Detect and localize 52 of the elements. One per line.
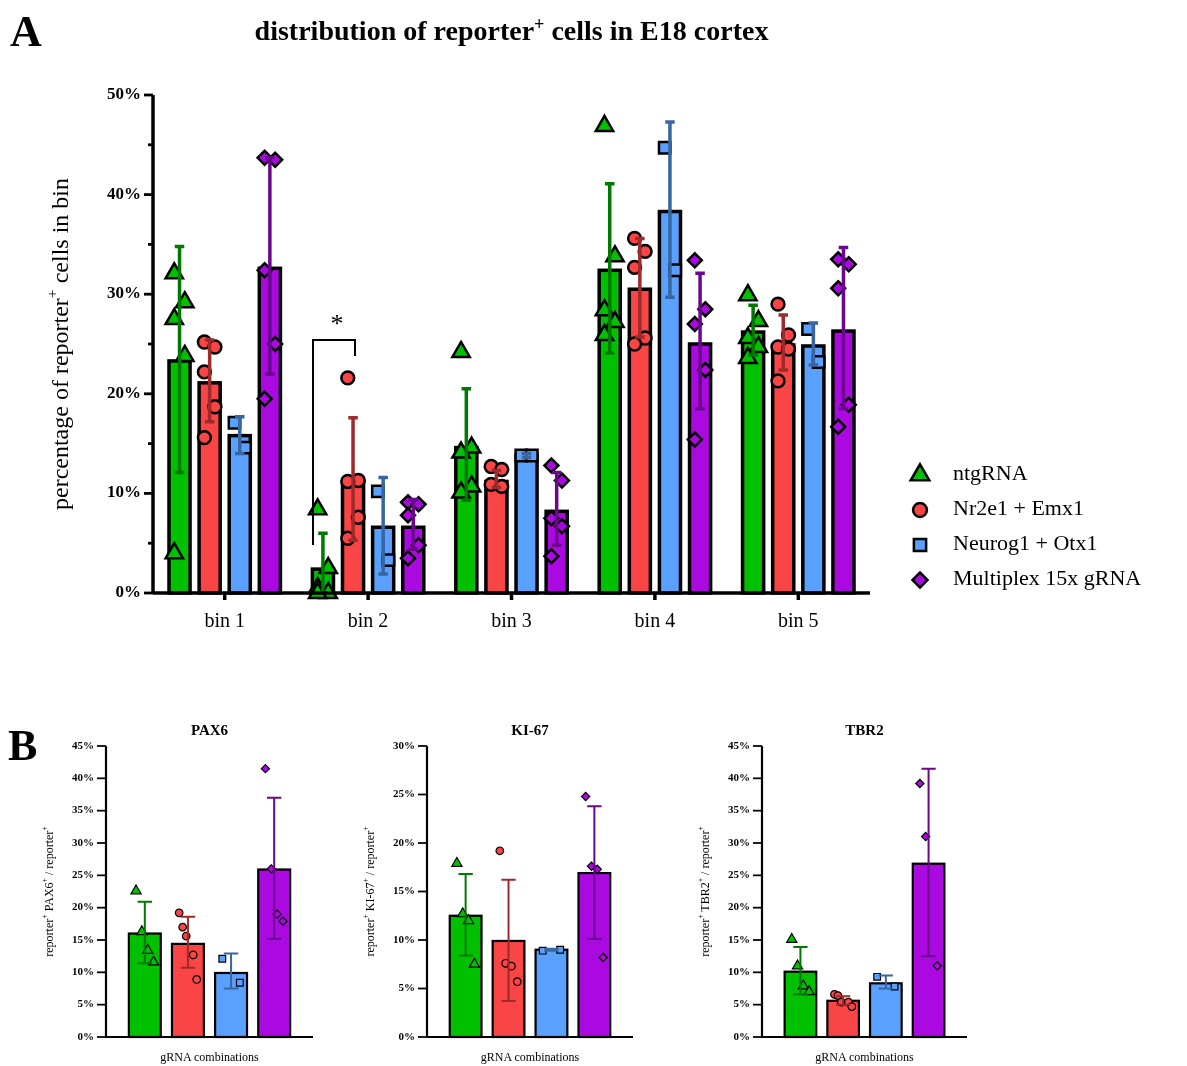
y-tick-label: 0%: [398, 1029, 415, 1042]
x-axis-title: gRNA combinations: [815, 1050, 914, 1064]
annotation: *: [330, 309, 344, 338]
y-tick-label: 25%: [393, 787, 415, 800]
y-tick-label: 20%: [393, 835, 415, 848]
chart-title: KI-67: [511, 722, 550, 738]
y-tick-label: 10%: [107, 482, 141, 502]
y-tick-label: 10%: [393, 932, 415, 945]
y-tick-label: 5%: [733, 997, 750, 1010]
y-tick-label: 5%: [398, 981, 415, 994]
y-tick-label: 30%: [393, 738, 415, 751]
text: A: [10, 7, 42, 56]
y-tick-label: 5%: [77, 997, 94, 1010]
y-tick-label: 15%: [393, 884, 415, 897]
y-tick-label: 15%: [728, 932, 750, 945]
legend-label: Neurog1 + Otx1: [953, 530, 1098, 556]
x-tick-label: bin 2: [347, 609, 389, 631]
y-tick-label: 10%: [72, 964, 94, 977]
y-tick-label: 40%: [107, 183, 141, 203]
y-tick-label: 45%: [728, 738, 750, 751]
legend-label: Multiplex 15x gRNA: [953, 565, 1142, 591]
y-tick-label: 0%: [733, 1029, 750, 1042]
x-tick-label: bin 5: [778, 609, 819, 631]
x-tick-label: bin 4: [634, 609, 676, 631]
text: B: [8, 721, 38, 770]
chart-title: distribution of reporter$^{+}$ cells in E18 cortex: [254, 14, 769, 46]
y-tick-label: 10%: [728, 964, 750, 977]
y-tick-label: 20%: [72, 900, 94, 913]
y-tick-label: 25%: [728, 867, 750, 880]
y-tick-label: 15%: [72, 932, 94, 945]
y-tick-label: 40%: [728, 770, 750, 783]
legend-label: Nr2e1 + Emx1: [953, 495, 1084, 521]
y-tick-label: 25%: [72, 867, 94, 880]
chart-title: PAX6: [190, 722, 229, 738]
y-tick-label: 30%: [728, 835, 750, 848]
y-tick-label: 20%: [728, 900, 750, 913]
x-axis-title: gRNA combinations: [480, 1050, 580, 1064]
x-axis-title: gRNA combinations: [160, 1050, 259, 1064]
y-tick-label: 0%: [77, 1029, 94, 1042]
y-tick-label: 50%: [107, 83, 141, 103]
y-tick-label: 20%: [107, 382, 141, 402]
y-tick-label: 35%: [72, 803, 94, 816]
y-tick-label: 30%: [72, 835, 94, 848]
chart-title: TBR2: [845, 722, 884, 738]
y-tick-label: 40%: [72, 770, 94, 783]
y-tick-label: 30%: [107, 283, 141, 303]
y-tick-label: 0%: [115, 581, 141, 601]
y-tick-label: 45%: [72, 738, 94, 751]
x-tick-label: bin 3: [491, 609, 532, 631]
legend-label: ntgRNA: [953, 460, 1028, 486]
x-tick-label: bin 1: [204, 609, 245, 631]
y-tick-label: 35%: [728, 803, 750, 816]
